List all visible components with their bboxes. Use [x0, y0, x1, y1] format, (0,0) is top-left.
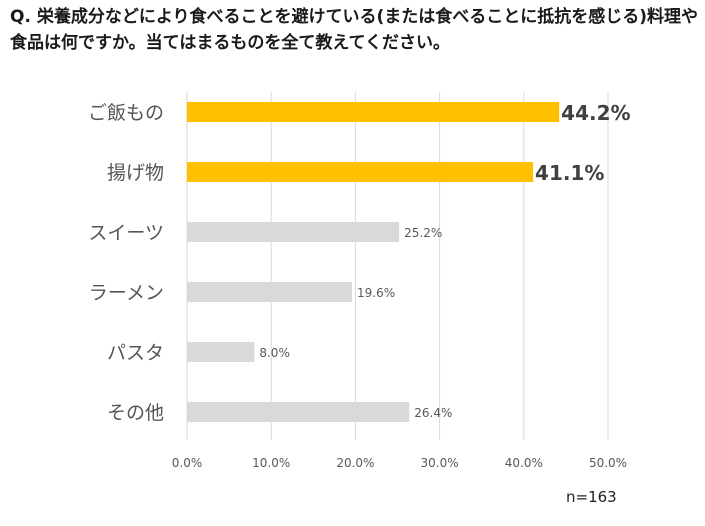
x-tick-label: 0.0% — [172, 456, 203, 470]
x-tick-label: 50.0% — [589, 456, 627, 470]
x-tick-label: 20.0% — [336, 456, 374, 470]
bars — [187, 102, 560, 422]
x-tick-label: 30.0% — [421, 456, 459, 470]
bar — [187, 342, 255, 362]
sample-size: n=163 — [566, 488, 617, 506]
category-label: ラーメン — [89, 282, 164, 304]
x-tick-label: 10.0% — [252, 456, 290, 470]
data-label: 8.0% — [259, 346, 290, 360]
data-label: 26.4% — [414, 406, 452, 420]
category-label: その他 — [107, 402, 164, 424]
category-label: 揚げ物 — [107, 162, 164, 184]
bar — [187, 162, 534, 182]
bar — [187, 402, 410, 422]
data-labels: 44.2% 41.1% 25.2% 19.6% 8.0% 26.4% — [259, 101, 630, 420]
bar — [187, 282, 353, 302]
x-tick-labels: 0.0% 10.0% 20.0% 30.0% 40.0% 50.0% — [172, 456, 627, 470]
category-label: ご飯もの — [88, 102, 164, 124]
chart-title: Q. 栄養成分などにより食べることを避けている(または食べることに抵抗を感じる)… — [10, 7, 699, 53]
category-label: パスタ — [107, 342, 164, 364]
data-label: 44.2% — [561, 101, 630, 125]
bar — [187, 222, 400, 242]
gridlines — [186, 92, 609, 440]
data-label: 41.1% — [535, 161, 604, 185]
category-label: スイーツ — [88, 222, 164, 244]
data-label: 25.2% — [404, 226, 442, 240]
x-tick-label: 40.0% — [505, 456, 543, 470]
data-label: 19.6% — [357, 286, 395, 300]
bar — [187, 102, 560, 122]
